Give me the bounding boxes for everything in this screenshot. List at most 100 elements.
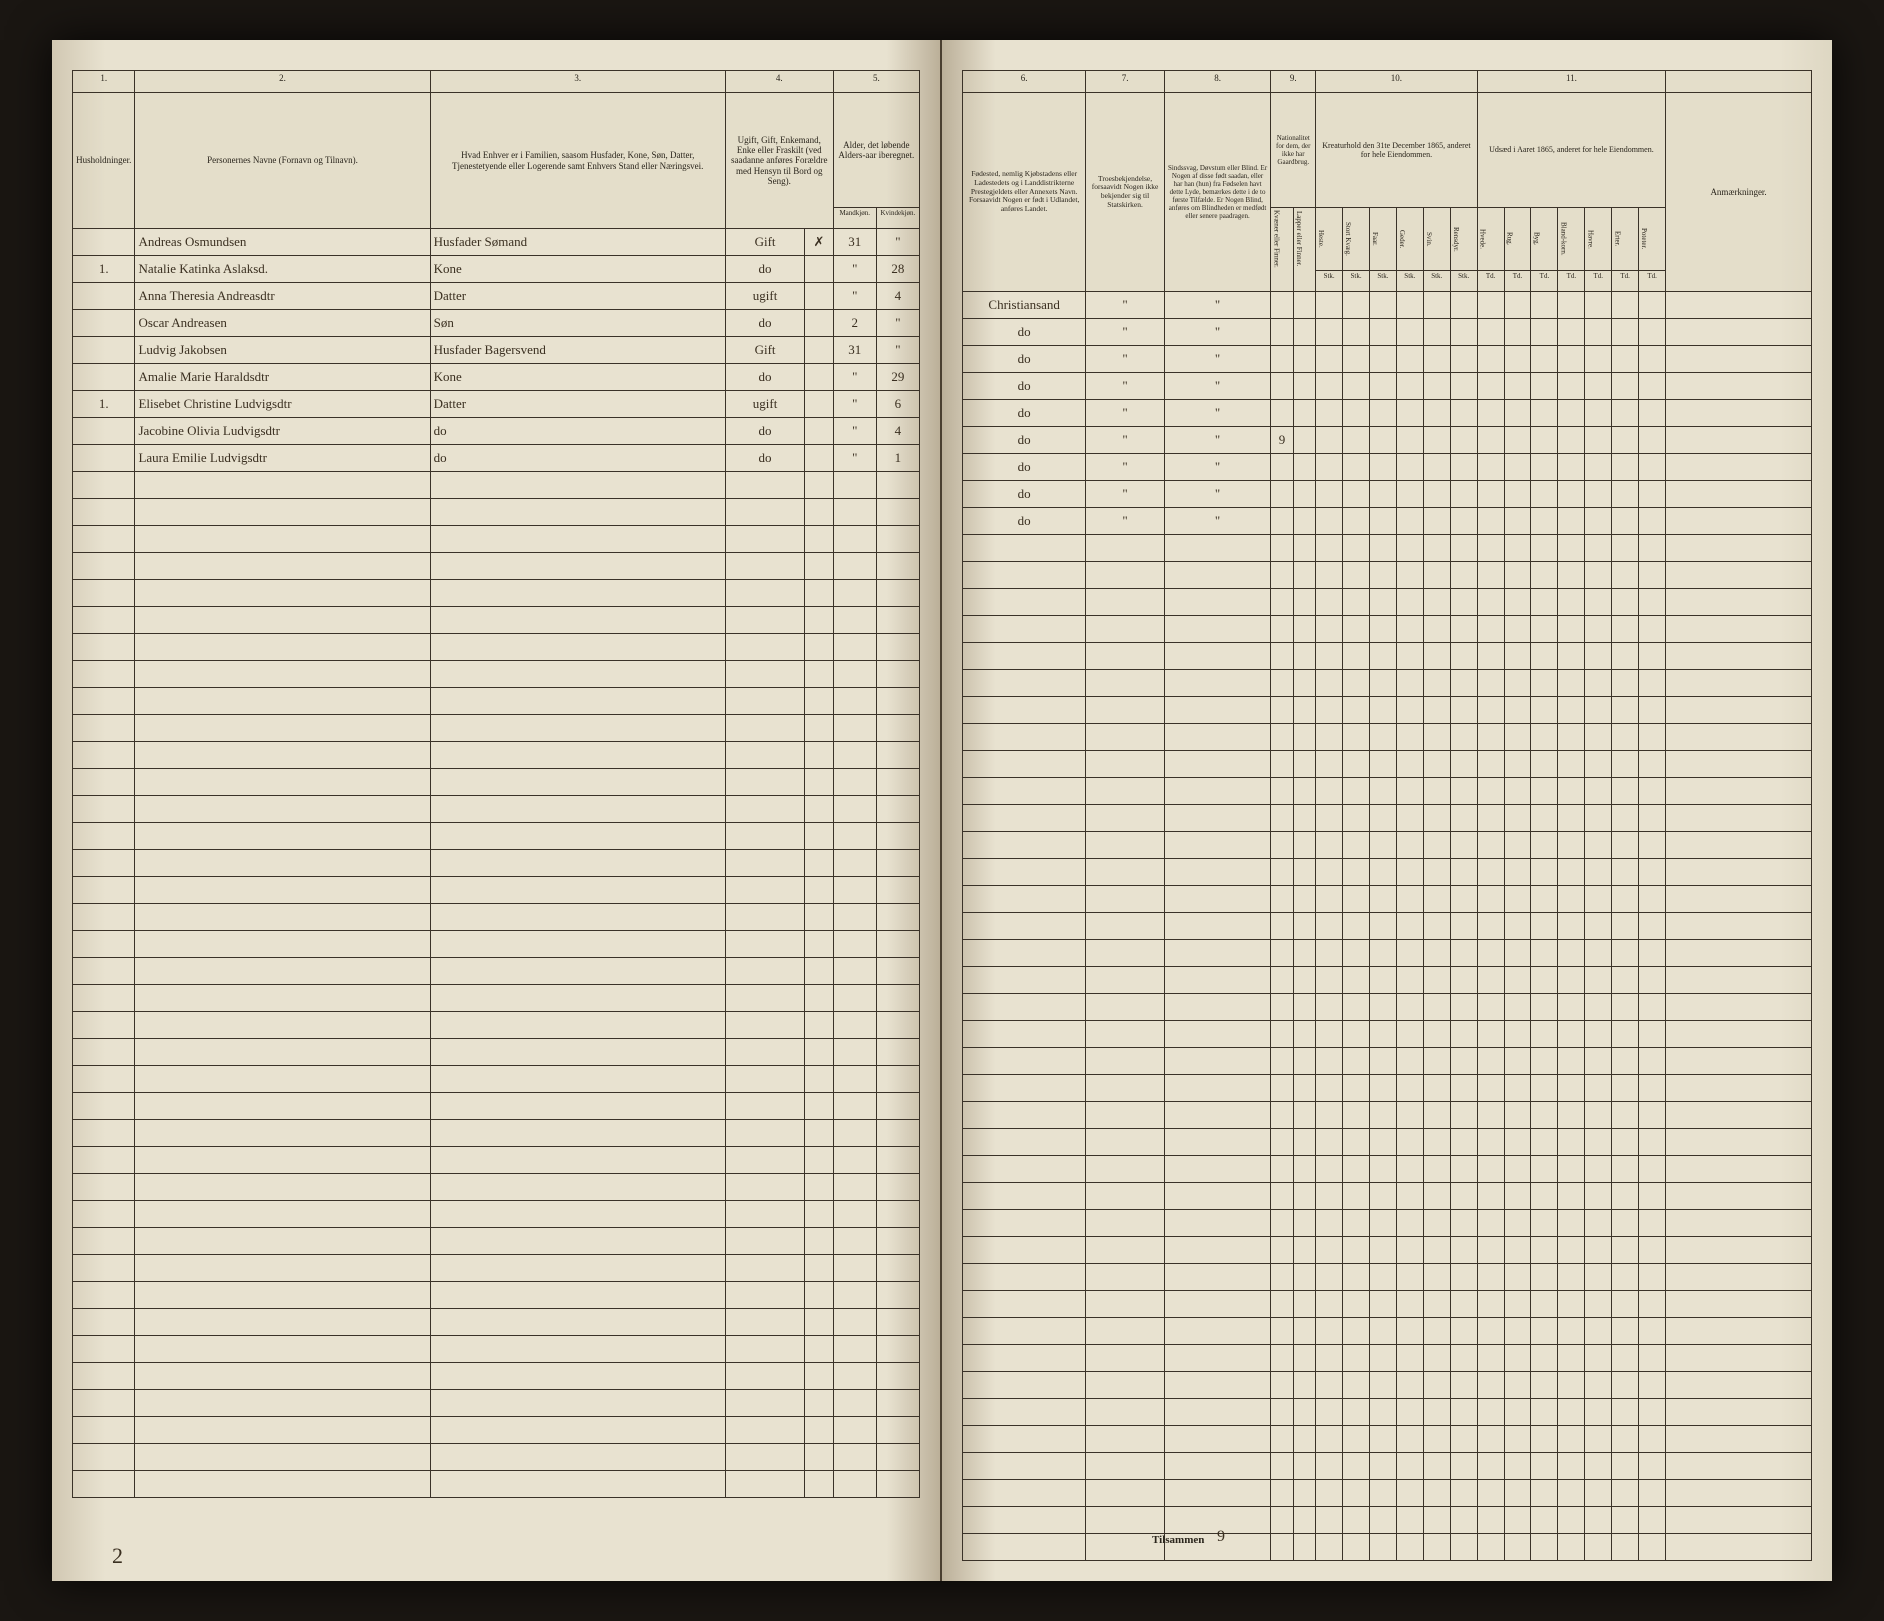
cell-age-f: 28 — [876, 256, 919, 283]
table-row — [73, 580, 920, 607]
cell-civil: Gift — [725, 229, 804, 256]
table-row — [963, 1264, 1812, 1291]
cell-age-f: 4 — [876, 283, 919, 310]
hdr-age: Alder, det løbende Alders-aar iberegnet. — [833, 93, 919, 208]
sub-byg: Byg. — [1531, 208, 1558, 271]
table-row — [963, 697, 1812, 724]
header-row: Husholdninger. Personernes Navne (Fornav… — [73, 93, 920, 208]
cell-num — [1504, 373, 1531, 400]
cell-disability: " — [1164, 454, 1271, 481]
table-row — [963, 859, 1812, 886]
cell-num — [1316, 319, 1343, 346]
cell-num — [1316, 481, 1343, 508]
cell-faith: " — [1086, 319, 1164, 346]
table-row — [73, 607, 920, 634]
cell-num — [1343, 481, 1370, 508]
cell-num — [1369, 508, 1396, 535]
cell-num — [1531, 400, 1558, 427]
cell-num — [1585, 346, 1612, 373]
cell-age-m: " — [833, 391, 876, 418]
table-row — [963, 1156, 1812, 1183]
table-row — [73, 1336, 920, 1363]
sub-rensdyr: Rensdyr. — [1450, 208, 1477, 271]
table-row — [73, 1174, 920, 1201]
sub-lapper: Lapper eller Finner. — [1293, 208, 1315, 292]
cell-num — [1639, 319, 1666, 346]
table-row — [963, 670, 1812, 697]
table-row: do""9 — [963, 427, 1812, 454]
cell-num — [1558, 346, 1585, 373]
table-row — [73, 877, 920, 904]
cell-age-f: 1 — [876, 445, 919, 472]
table-row — [963, 589, 1812, 616]
cell-civil: do — [725, 445, 804, 472]
cell-num — [1558, 373, 1585, 400]
cell-age-m: 31 — [833, 337, 876, 364]
table-row — [73, 1093, 920, 1120]
table-row — [963, 1075, 1812, 1102]
cell-num — [1423, 508, 1450, 535]
table-row: Oscar AndreasenSøndo2" — [73, 310, 920, 337]
cell-relation: Søn — [430, 310, 725, 337]
cell-age-m: 31 — [833, 229, 876, 256]
cell-num — [1504, 292, 1531, 319]
sub-geder: Geder. — [1396, 208, 1423, 271]
cell-num — [1343, 319, 1370, 346]
table-row: do"" — [963, 400, 1812, 427]
cell-num — [1316, 454, 1343, 481]
cell-num — [1612, 427, 1639, 454]
cell-num — [1504, 454, 1531, 481]
cell-civil: Gift — [725, 337, 804, 364]
cell-num — [1369, 373, 1396, 400]
cell-age-f: " — [876, 310, 919, 337]
cell-num — [1423, 481, 1450, 508]
cell-civil: ugift — [725, 283, 804, 310]
col-number-row-r: 6. 7. 8. 9. 10. 11. — [963, 71, 1812, 93]
table-row: Anna Theresia AndreasdtrDatterugift"4 — [73, 283, 920, 310]
table-row — [73, 985, 920, 1012]
cell-num — [1585, 373, 1612, 400]
colnum-11: 11. — [1477, 71, 1665, 93]
cell-num — [1531, 346, 1558, 373]
cell-relation: do — [430, 445, 725, 472]
cell-num — [1585, 481, 1612, 508]
cell-faith: " — [1086, 373, 1164, 400]
cell-age-f: " — [876, 229, 919, 256]
table-row — [963, 832, 1812, 859]
cell-faith: " — [1086, 292, 1164, 319]
cell-remarks — [1666, 400, 1812, 427]
cell-name: Andreas Osmundsen — [135, 229, 430, 256]
left-page: 1. 2. 3. 4. 5. Husholdninger. Personerne… — [52, 40, 942, 1581]
table-row — [73, 1066, 920, 1093]
table-row — [73, 553, 920, 580]
unit-7: Td. — [1504, 271, 1531, 292]
cell-nat-a — [1271, 319, 1293, 346]
sub-rug: Rug. — [1504, 208, 1531, 271]
cell-num — [1531, 292, 1558, 319]
cell-num — [1477, 319, 1504, 346]
cell-num — [1343, 427, 1370, 454]
table-row — [963, 751, 1812, 778]
cell-age-f: " — [876, 337, 919, 364]
table-row — [963, 1291, 1812, 1318]
cell-num — [1639, 427, 1666, 454]
cell-num — [1369, 319, 1396, 346]
cell-num — [1396, 373, 1423, 400]
table-row — [73, 1471, 920, 1498]
cell-num — [1639, 292, 1666, 319]
table-row — [73, 1282, 920, 1309]
cell-num — [1639, 454, 1666, 481]
cell-num — [1450, 481, 1477, 508]
cell-num — [1585, 319, 1612, 346]
census-book: 1. 2. 3. 4. 5. Husholdninger. Personerne… — [52, 40, 1832, 1581]
cell-mark — [805, 418, 833, 445]
table-row — [963, 1237, 1812, 1264]
cell-nat-b — [1293, 481, 1315, 508]
cell-nat-a — [1271, 373, 1293, 400]
cell-hh — [73, 310, 135, 337]
cell-num — [1396, 319, 1423, 346]
table-row — [963, 562, 1812, 589]
table-row: Laura Emilie Ludvigsdtrdodo"1 — [73, 445, 920, 472]
cell-disability: " — [1164, 373, 1271, 400]
cell-num — [1423, 319, 1450, 346]
